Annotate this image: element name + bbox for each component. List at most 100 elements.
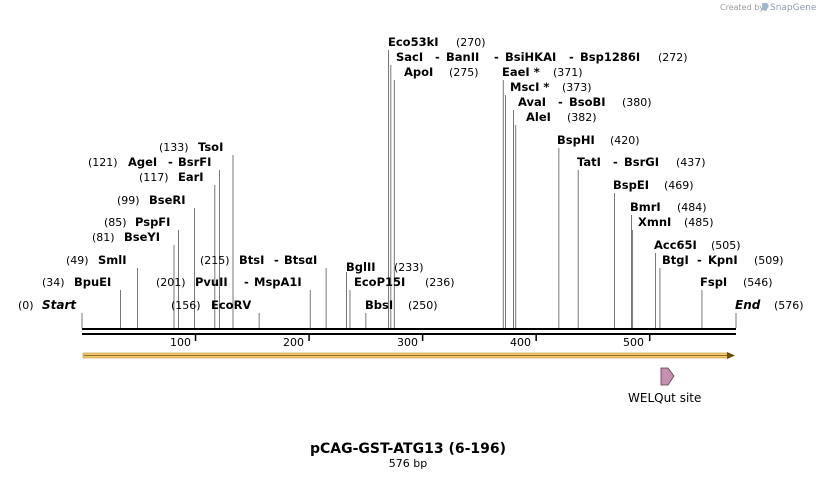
site-position: (201) xyxy=(156,276,186,289)
site-233[interactable]: BglII (233) xyxy=(346,260,424,274)
site-position: (272) xyxy=(658,51,688,64)
svg-text:-: - xyxy=(697,253,702,267)
site-position: (371) xyxy=(553,66,583,79)
tick-label-400: 400 xyxy=(510,336,531,349)
site-420[interactable]: BspHI (420) xyxy=(557,133,640,147)
site-484[interactable]: BmrI (484) xyxy=(630,200,707,214)
snapgene-logo-icon xyxy=(762,3,769,11)
cut-site-labels: (0) Start End (576) (34) BpuEI (49) SmlI… xyxy=(18,35,804,312)
enzyme-label: FspI xyxy=(700,275,727,289)
enzyme-label: BtsαI xyxy=(284,253,317,267)
enzyme-label: Eco53kI xyxy=(388,35,439,49)
enzyme-label: BsrGI xyxy=(624,155,659,169)
site-485[interactable]: XmnI (485) xyxy=(638,215,714,229)
site-position: (133) xyxy=(159,141,189,154)
enzyme-label: MspA1I xyxy=(254,275,302,289)
site-position: (81) xyxy=(92,231,115,244)
site-236[interactable]: EcoP15I (236) xyxy=(354,275,455,289)
map-length: 576 bp xyxy=(389,457,427,470)
enzyme-label: AgeI xyxy=(128,155,157,169)
site-position: (509) xyxy=(754,254,784,267)
enzyme-label: XmnI xyxy=(638,215,671,229)
site-85[interactable]: (85) PspFI xyxy=(104,215,170,229)
site-382[interactable]: AleI (382) xyxy=(526,110,597,124)
site-49[interactable]: (49) SmlI xyxy=(66,253,127,267)
site-215[interactable]: (215) BtsI - BtsαI xyxy=(200,253,317,267)
site-546[interactable]: FspI (546) xyxy=(700,275,773,289)
site-position: (382) xyxy=(567,111,597,124)
site-position: (99) xyxy=(117,194,140,207)
enzyme-label: ApoI xyxy=(404,65,433,79)
enzyme-label: BspHI xyxy=(557,133,595,147)
site-position: (34) xyxy=(42,276,65,289)
feature-label: WELQut site xyxy=(628,391,701,405)
site-509[interactable]: BtgI - KpnI (509) xyxy=(662,253,784,267)
site-position: (117) xyxy=(139,171,169,184)
orf-arrow[interactable] xyxy=(82,352,735,359)
cut-site-lines xyxy=(81,50,737,328)
enzyme-label: BtsI xyxy=(239,253,264,267)
site-position: (250) xyxy=(408,299,438,312)
site-position: (546) xyxy=(743,276,773,289)
site-133[interactable]: (133) TsoI xyxy=(159,140,223,154)
site-position: (215) xyxy=(200,254,230,267)
credit-prefix: Created by xyxy=(720,3,764,12)
site-end[interactable]: End (576) xyxy=(735,298,804,312)
end-position: (576) xyxy=(774,299,804,312)
site-start[interactable]: (0) Start xyxy=(18,298,77,312)
svg-text:-: - xyxy=(435,50,440,64)
enzyme-label: BpuEI xyxy=(74,275,111,289)
enzyme-label: BsiHKAI xyxy=(505,50,556,64)
site-position: (484) xyxy=(677,201,707,214)
site-81[interactable]: (81) BseYI xyxy=(92,230,160,244)
site-437[interactable]: TatI - BsrGI (437) xyxy=(577,155,706,169)
site-position: (275) xyxy=(449,66,479,79)
enzyme-label: EaeI * xyxy=(502,65,540,79)
site-99[interactable]: (99) BseRI xyxy=(117,193,186,207)
enzyme-label: BsrFI xyxy=(178,155,211,169)
site-position: (233) xyxy=(394,261,424,274)
feature-arrow-icon xyxy=(660,367,675,386)
site-position: (49) xyxy=(66,254,89,267)
site-373[interactable]: MscI * (373) xyxy=(510,80,592,94)
svg-text:-: - xyxy=(558,95,563,109)
enzyme-label: EcoP15I xyxy=(354,275,405,289)
site-469[interactable]: BspEI (469) xyxy=(613,178,694,192)
tick-label-200: 200 xyxy=(283,336,304,349)
credit-brand: SnapGene xyxy=(770,3,817,13)
site-121[interactable]: (121) AgeI - BsrFI xyxy=(88,155,211,169)
site-position: (437) xyxy=(676,156,706,169)
tick-label-100: 100 xyxy=(170,336,191,349)
svg-text:-: - xyxy=(168,155,173,169)
site-201[interactable]: (201) PvuII - MspA1I xyxy=(156,275,302,289)
site-270[interactable]: Eco53kI (270) xyxy=(388,35,486,49)
feature-welqut-site[interactable]: WELQut site xyxy=(628,367,701,405)
site-156[interactable]: (156) EcoRV xyxy=(171,298,251,312)
enzyme-label: SmlI xyxy=(98,253,127,267)
svg-text:-: - xyxy=(613,155,618,169)
enzyme-label: Bsp1286I xyxy=(580,50,640,64)
site-34[interactable]: (34) BpuEI xyxy=(42,275,111,289)
site-380[interactable]: AvaI - BsoBI (380) xyxy=(518,95,652,109)
site-position: (420) xyxy=(610,134,640,147)
site-position: (121) xyxy=(88,156,118,169)
enzyme-label: EarI xyxy=(178,170,204,184)
site-275[interactable]: ApoI (275) xyxy=(404,65,479,79)
enzyme-label: BmrI xyxy=(630,200,661,214)
enzyme-label: BanII xyxy=(446,50,479,64)
site-505[interactable]: Acc65I (505) xyxy=(654,238,741,252)
tick-labels: 100 200 300 400 500 xyxy=(170,336,644,349)
site-position: (505) xyxy=(711,239,741,252)
site-position: (380) xyxy=(622,96,652,109)
site-position: (156) xyxy=(171,299,201,312)
enzyme-label: MscI * xyxy=(510,80,549,94)
site-250[interactable]: BbsI (250) xyxy=(365,298,438,312)
site-position: (236) xyxy=(425,276,455,289)
site-272[interactable]: SacI - BanII - BsiHKAI - Bsp1286I (272) xyxy=(396,50,688,64)
site-371[interactable]: EaeI * (371) xyxy=(502,65,583,79)
site-117[interactable]: (117) EarI xyxy=(139,170,204,184)
enzyme-label: SacI xyxy=(396,50,423,64)
site-position: (270) xyxy=(456,36,486,49)
orf-arrowhead-icon xyxy=(727,352,735,359)
